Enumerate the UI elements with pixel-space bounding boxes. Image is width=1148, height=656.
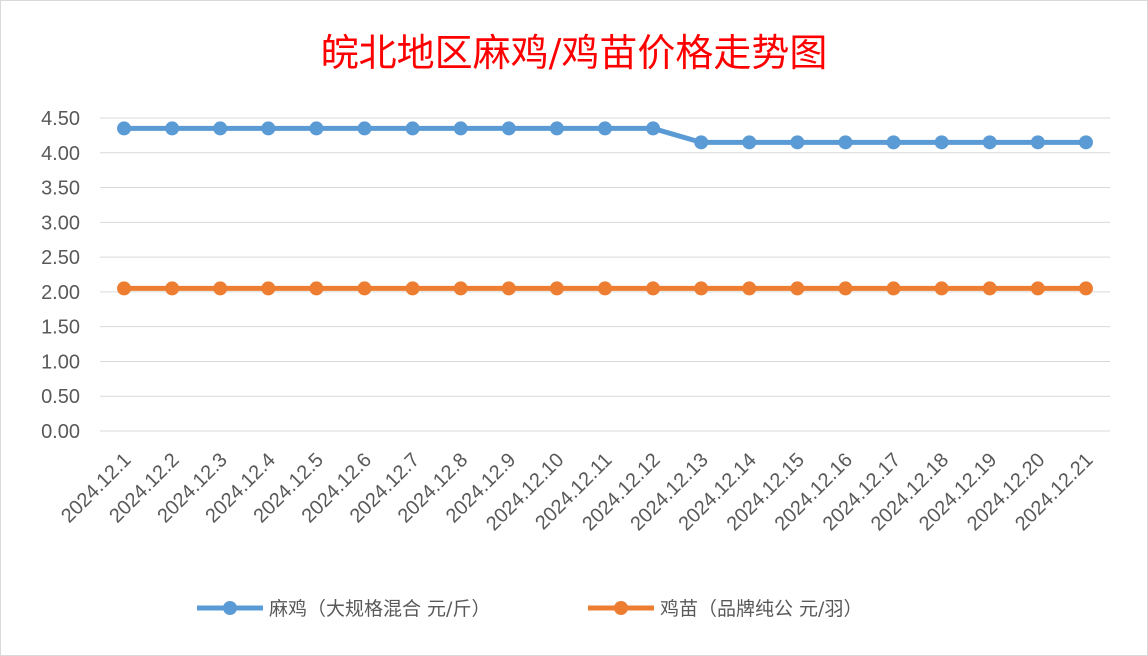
gridlines — [100, 117, 1110, 432]
y-tick-label: 2.50 — [41, 247, 80, 269]
data-point — [453, 121, 468, 136]
data-point — [405, 121, 420, 136]
y-tick-label: 3.00 — [41, 212, 80, 234]
legend-marker — [223, 601, 237, 615]
series-lines — [117, 121, 1093, 296]
data-point — [1030, 281, 1045, 296]
data-point — [934, 281, 949, 296]
y-tick-label: 0.50 — [41, 386, 80, 408]
data-point — [357, 121, 372, 136]
data-point — [838, 281, 853, 296]
data-point — [501, 121, 516, 136]
chart-title: 皖北地区麻鸡/鸡苗价格走势图 — [320, 31, 828, 75]
data-point — [838, 135, 853, 150]
y-tick-label: 4.00 — [41, 143, 80, 165]
data-point — [453, 281, 468, 296]
data-point — [646, 281, 661, 296]
data-point — [405, 281, 420, 296]
data-point — [549, 121, 564, 136]
data-point — [309, 281, 324, 296]
data-point — [1030, 135, 1045, 150]
data-point — [165, 121, 180, 136]
data-point — [598, 121, 612, 136]
data-point — [117, 281, 132, 296]
y-tick-label: 4.50 — [41, 108, 80, 130]
y-tick-label: 0.00 — [41, 421, 80, 443]
y-tick-label: 3.50 — [41, 178, 80, 200]
data-point — [982, 135, 997, 150]
legend-marker — [614, 601, 628, 615]
data-point — [886, 281, 901, 296]
data-point — [165, 281, 180, 296]
data-point — [598, 281, 612, 296]
data-point — [790, 135, 805, 150]
data-point — [213, 121, 228, 136]
data-point — [982, 281, 997, 296]
data-point — [309, 121, 324, 136]
data-point — [742, 281, 757, 296]
y-tick-label: 2.00 — [41, 282, 80, 304]
data-point — [790, 281, 805, 296]
y-tick-label: 1.50 — [41, 317, 80, 339]
data-point — [742, 135, 757, 150]
data-point — [886, 135, 901, 150]
legend-label: 鸡苗（品牌纯公 元/羽） — [660, 598, 862, 620]
data-point — [694, 135, 709, 150]
data-point — [1078, 281, 1093, 296]
data-point — [934, 135, 949, 150]
data-point — [1078, 135, 1093, 150]
data-point — [117, 121, 132, 136]
legend-label: 麻鸡（大规格混合 元/斤） — [269, 598, 490, 620]
x-axis-tick-labels: 2024.12.12024.12.22024.12.32024.12.42024… — [57, 449, 1097, 535]
data-point — [261, 121, 276, 136]
y-axis-tick-labels: 0.00 0.50 1.00 1.50 2.00 2.50 3.00 3.50 4.00 4.50 — [41, 108, 80, 443]
data-point — [646, 121, 661, 136]
data-point — [694, 281, 709, 296]
data-point — [213, 281, 228, 296]
data-point — [501, 281, 516, 296]
data-point — [357, 281, 372, 296]
y-tick-label: 1.00 — [41, 351, 80, 373]
data-point — [549, 281, 564, 296]
legend: 麻鸡（大规格混合 元/斤） 鸡苗（品牌纯公 元/羽） — [197, 598, 862, 620]
data-point — [261, 281, 276, 296]
